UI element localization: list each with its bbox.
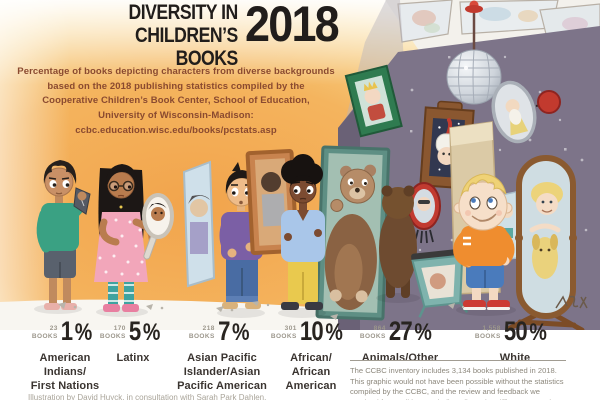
stat-animals-other: 864 BOOKS 27% Animals/Other <box>360 317 440 365</box>
artist-signature <box>555 295 588 309</box>
stat-label: American Indians/ First Nations <box>30 351 100 393</box>
oval-wall-mirror <box>491 80 561 144</box>
stat-book-count: 218 BOOKS <box>188 325 215 340</box>
child-white <box>453 173 516 316</box>
red-oval-mirror <box>407 182 441 244</box>
teal-mirror-bears <box>315 145 391 321</box>
poster-title: DIVERSITY IN CHILDREN’S BOOKS 2018 <box>56 0 348 71</box>
stat-percent: 5% <box>128 315 160 346</box>
stat-book-count: 1,558 BOOKS <box>474 325 501 340</box>
intro-paragraph: Percentage of books depicting characters… <box>17 66 335 136</box>
stat-latinx: 170 BOOKS 5% Latinx <box>100 317 166 365</box>
stat-percent: 1% <box>60 315 92 346</box>
bear <box>376 185 420 303</box>
ccbc-footnote: The CCBC inventory includes 3,134 books … <box>350 360 566 400</box>
child-american-indian <box>34 160 91 314</box>
stat-percent: 7% <box>217 315 249 346</box>
illustration-scene <box>0 0 600 330</box>
stat-book-count: 170 BOOKS <box>99 325 126 340</box>
stat-label: Latinx <box>116 351 150 364</box>
child-latinx <box>94 164 174 317</box>
stat-percent: 10% <box>299 315 343 346</box>
stat-book-count: 23 BOOKS <box>31 325 58 340</box>
stat-label: African/ African American <box>285 351 337 393</box>
stat-asian-pacific: 218 BOOKS 7% Asian Pacific Islander/Asian… <box>177 317 267 393</box>
illustration-credit: Illustration by David Huyck, in consulta… <box>28 392 267 400</box>
stat-percent: 27% <box>388 315 432 346</box>
stat-white: 1,558 BOOKS 50% White <box>475 317 555 365</box>
green-frame-mirror <box>344 64 403 138</box>
vanity-mirror <box>411 248 469 318</box>
stat-label: Asian Pacific Islander/Asian Pacific Ame… <box>177 351 267 393</box>
mirror-shards <box>58 301 465 320</box>
title-text: DIVERSITY IN CHILDREN’S BOOKS <box>128 1 238 71</box>
title-year: 2018 <box>244 0 340 52</box>
stat-african-american: 301 BOOKS 10% African/ African American <box>271 317 351 393</box>
cheval-mirror <box>507 155 585 330</box>
stat-american-indians: 23 BOOKS 1% American Indians/ First Natio… <box>31 317 100 393</box>
disco-ball <box>446 0 502 105</box>
child-asian <box>182 160 266 318</box>
child-african-american <box>245 149 326 318</box>
stat-book-count: 301 BOOKS <box>270 325 297 340</box>
stat-percent: 50% <box>503 315 547 346</box>
stat-book-count: 864 BOOKS <box>359 325 386 340</box>
